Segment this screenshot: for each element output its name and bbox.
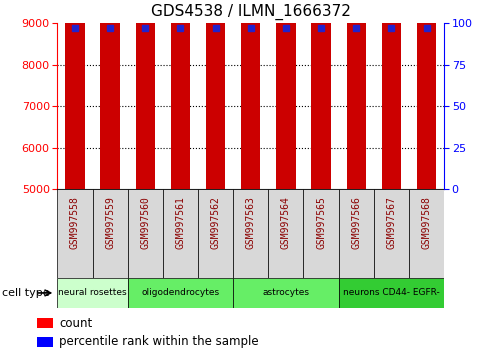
- Text: percentile rank within the sample: percentile rank within the sample: [59, 335, 259, 348]
- Text: GSM997564: GSM997564: [281, 196, 291, 249]
- Bar: [303, 189, 339, 278]
- Bar: [100, 0, 120, 189]
- Text: GSM997562: GSM997562: [211, 196, 221, 249]
- Bar: [163, 189, 198, 278]
- Text: GSM997559: GSM997559: [105, 196, 115, 249]
- Text: GSM997566: GSM997566: [351, 196, 361, 249]
- Text: GSM997560: GSM997560: [140, 196, 150, 249]
- Bar: [268, 189, 303, 278]
- Text: GSM997563: GSM997563: [246, 196, 256, 249]
- Bar: [57, 278, 128, 308]
- Bar: [241, 0, 260, 189]
- Bar: [36, 337, 53, 347]
- Bar: [171, 0, 190, 189]
- Text: neurons CD44- EGFR-: neurons CD44- EGFR-: [343, 289, 440, 297]
- Bar: [233, 189, 268, 278]
- Title: GDS4538 / ILMN_1666372: GDS4538 / ILMN_1666372: [151, 4, 351, 20]
- Bar: [128, 278, 233, 308]
- Bar: [417, 0, 436, 189]
- Text: astrocytes: astrocytes: [262, 289, 309, 297]
- Bar: [346, 0, 366, 189]
- Bar: [374, 189, 409, 278]
- Bar: [128, 189, 163, 278]
- Bar: [206, 0, 225, 189]
- Text: GSM997561: GSM997561: [176, 196, 186, 249]
- Bar: [339, 189, 374, 278]
- Text: oligodendrocytes: oligodendrocytes: [141, 289, 220, 297]
- Bar: [409, 189, 444, 278]
- Bar: [57, 189, 92, 278]
- Bar: [36, 318, 53, 328]
- Bar: [276, 0, 295, 189]
- Bar: [233, 278, 339, 308]
- Bar: [92, 189, 128, 278]
- Text: GSM997567: GSM997567: [386, 196, 396, 249]
- Bar: [65, 0, 85, 189]
- Text: GSM997558: GSM997558: [70, 196, 80, 249]
- Text: GSM997565: GSM997565: [316, 196, 326, 249]
- Bar: [198, 189, 233, 278]
- Bar: [339, 278, 444, 308]
- Bar: [311, 0, 331, 189]
- Text: GSM997568: GSM997568: [422, 196, 432, 249]
- Text: neural rosettes: neural rosettes: [58, 289, 127, 297]
- Text: count: count: [59, 317, 92, 330]
- Text: cell type: cell type: [2, 288, 50, 298]
- Bar: [136, 0, 155, 189]
- Bar: [382, 0, 401, 189]
